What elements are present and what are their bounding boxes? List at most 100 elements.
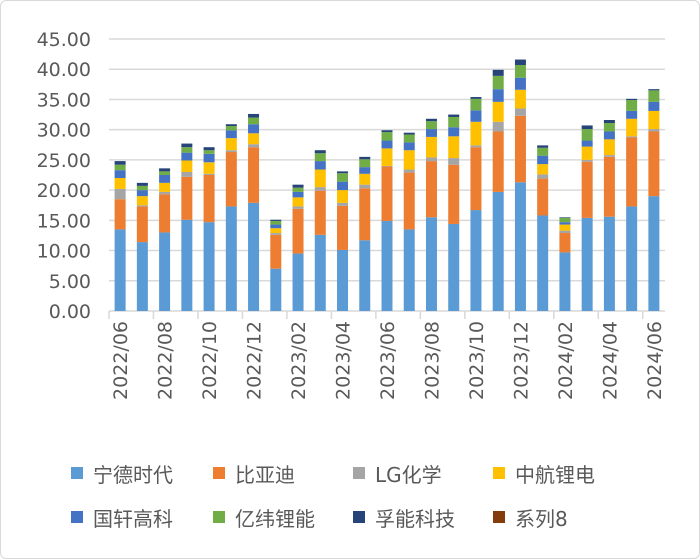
x-tick-label: 2023/04 (333, 321, 355, 400)
bar-segment-国轩高科 (270, 224, 282, 229)
y-tick-label: 30.00 (37, 120, 91, 142)
bar-segment-中航锂电 (403, 150, 415, 170)
bar-segment-宁德时代 (225, 206, 237, 311)
bar-segment-中航锂电 (225, 138, 237, 151)
bar-segment-国轩高科 (514, 77, 526, 90)
bar-segment-国轩高科 (159, 175, 171, 183)
x-tick-label: 2022/12 (244, 321, 266, 400)
bar-segment-比亚迪 (514, 115, 526, 183)
bar-segment-亿纬锂能 (403, 134, 415, 143)
bar-segment-中航锂电 (337, 190, 349, 203)
bar-segment-孚能科技 (337, 171, 349, 174)
x-tick-label: 2023/08 (421, 321, 443, 400)
bar-segment-宁德时代 (514, 182, 526, 311)
x-tick-label: 2023/12 (510, 321, 532, 400)
bar-segment-宁德时代 (448, 223, 460, 311)
legend-label: 系列8 (515, 506, 568, 531)
bar-segment-中航锂电 (448, 136, 460, 159)
bar-segment-LG化学 (559, 230, 571, 234)
x-tick-label: 2022/10 (199, 321, 221, 400)
bar-segment-孚能科技 (381, 130, 393, 133)
bar-segment-中航锂电 (537, 164, 549, 175)
bar-segment-宁德时代 (403, 229, 415, 311)
y-tick-label: 35.00 (37, 89, 91, 111)
x-tick-label: 2024/04 (599, 321, 621, 400)
bar-segment-比亚迪 (292, 208, 304, 254)
legend-item: 比亚迪 (213, 459, 353, 488)
bar-segment-比亚迪 (136, 206, 148, 243)
bar-segment-国轩高科 (470, 110, 482, 122)
bar-segment-宁德时代 (425, 217, 437, 311)
bar-segment-亿纬锂能 (425, 121, 437, 130)
bar-segment-比亚迪 (626, 137, 638, 207)
bar-segment-宁德时代 (603, 216, 615, 311)
bar-segment-宁德时代 (270, 268, 282, 311)
y-tick-label: 45.00 (37, 29, 91, 51)
bar-segment-比亚迪 (581, 161, 593, 218)
bar-segment-亿纬锂能 (581, 129, 593, 141)
legend-swatch (353, 511, 365, 523)
bar-segment-LG化学 (470, 145, 482, 148)
legend-item: 中航锂电 (493, 459, 633, 488)
bar-segment-比亚迪 (314, 190, 326, 235)
legend-item: 亿纬锂能 (213, 503, 353, 532)
bar-segment-比亚迪 (425, 161, 437, 218)
bar-segment-比亚迪 (337, 205, 349, 250)
bar-segment-孚能科技 (448, 114, 460, 117)
bar-segment-国轩高科 (537, 155, 549, 165)
bar-segment-国轩高科 (136, 190, 148, 197)
bar-segment-宁德时代 (470, 210, 482, 311)
bar-segment-国轩高科 (581, 140, 593, 147)
bar-segment-国轩高科 (314, 161, 326, 170)
bar-segment-国轩高科 (359, 167, 371, 174)
bar-segment-中航锂电 (425, 136, 437, 158)
legend: 宁德时代 比亚迪 LG化学 中航锂电 国轩高科 亿纬锂能 孚能科技 系列8 (71, 451, 671, 539)
bar-segment-比亚迪 (403, 172, 415, 230)
bar-segment-比亚迪 (270, 234, 282, 269)
bar-segment-中航锂电 (492, 101, 504, 122)
bar-segment-亿纬锂能 (337, 173, 349, 182)
bar-segment-LG化学 (225, 150, 237, 153)
legend-item: 国轩高科 (71, 503, 213, 532)
bar-segment-亿纬锂能 (559, 217, 571, 223)
bar-segment-国轩高科 (492, 89, 504, 102)
bar-segment-比亚迪 (203, 175, 215, 223)
bar-segment-亿纬锂能 (292, 187, 304, 192)
bar-segment-LG化学 (603, 155, 615, 157)
legend-label: 孚能科技 (375, 506, 455, 531)
bar-segment-孚能科技 (470, 97, 482, 99)
bar-segment-LG化学 (581, 159, 593, 162)
bar-segment-孚能科技 (537, 145, 549, 148)
bar-segment-比亚迪 (159, 194, 171, 233)
bar-segment-LG化学 (425, 157, 437, 162)
bar-segment-孚能科技 (626, 98, 638, 101)
bar-segment-孚能科技 (359, 156, 371, 160)
bar-segment-亿纬锂能 (514, 64, 526, 78)
bar-segment-国轩高科 (626, 110, 638, 119)
bar-segment-亿纬锂能 (470, 98, 482, 111)
bar-segment-LG化学 (181, 171, 193, 177)
bar-segment-国轩高科 (203, 153, 215, 163)
legend-swatch (71, 511, 83, 523)
bar-segment-孚能科技 (559, 217, 571, 218)
legend-label: 中航锂电 (515, 462, 595, 487)
bar-segment-中航锂电 (626, 118, 638, 137)
bar-segment-LG化学 (159, 191, 171, 195)
bar-segment-亿纬锂能 (381, 132, 393, 141)
bar-segment-孚能科技 (225, 124, 237, 127)
bar-segment-孚能科技 (425, 118, 437, 122)
bar-segment-孚能科技 (514, 59, 526, 65)
bar-segment-国轩高科 (292, 191, 304, 198)
bar-segment-国轩高科 (603, 131, 615, 140)
bar-segment-亿纬锂能 (626, 100, 638, 111)
bar-segment-国轩高科 (448, 127, 460, 137)
bar-segment-宁德时代 (581, 217, 593, 311)
bar-segment-宁德时代 (181, 219, 193, 311)
legend-label: 亿纬锂能 (235, 506, 315, 531)
x-tick-label: 2023/10 (466, 321, 488, 400)
x-tick-label: 2022/06 (110, 321, 132, 400)
bar-segment-亿纬锂能 (359, 159, 371, 168)
bar-segment-LG化学 (448, 158, 460, 165)
bar-segment-国轩高科 (648, 101, 660, 111)
bar-segment-宁德时代 (648, 196, 660, 311)
